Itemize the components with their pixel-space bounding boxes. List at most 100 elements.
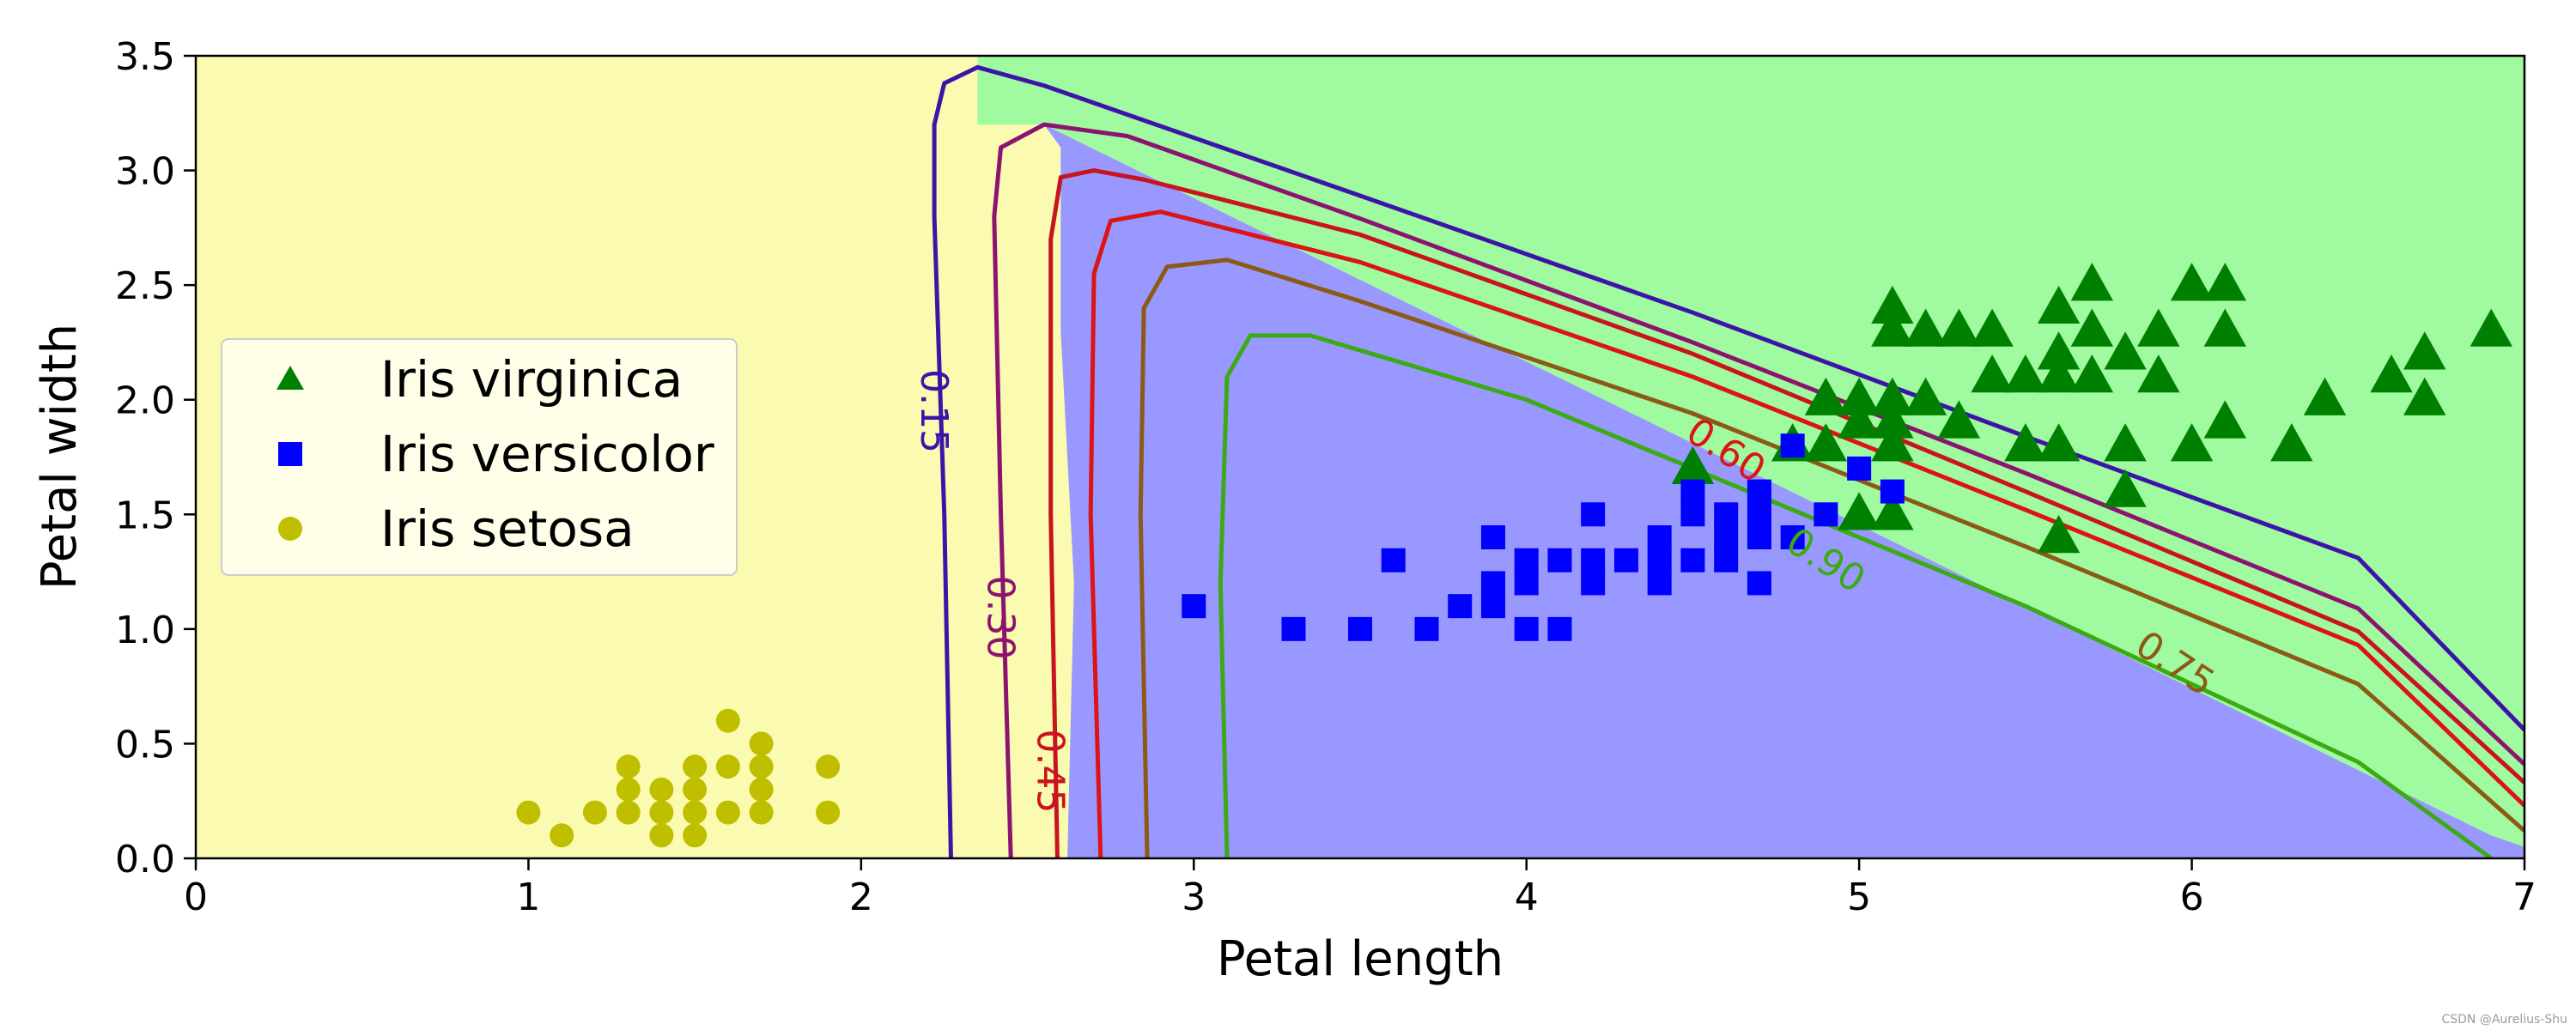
iris-versicolor-point — [1714, 502, 1739, 527]
y-tick-label: 2.0 — [115, 379, 175, 423]
iris-versicolor-point — [1514, 571, 1539, 596]
iris-virginica-point — [2004, 423, 2047, 462]
contour-line-0.90 — [1218, 333, 2493, 858]
iris-virginica-point — [2170, 423, 2214, 462]
y-tick-label: 3.0 — [115, 150, 175, 194]
probability-contours — [932, 64, 2524, 858]
iris-virginica-point — [2137, 308, 2180, 347]
iris-versicolor-point — [1480, 594, 1505, 619]
iris-setosa-point — [550, 823, 574, 848]
iris-virginica-point — [2203, 400, 2247, 439]
x-tick-label: 5 — [1847, 876, 1871, 919]
plot-frame — [194, 54, 2526, 860]
iris-virginica-point — [1671, 445, 1715, 485]
iris-virginica-point — [1838, 492, 1880, 530]
iris-versicolor-point — [1514, 548, 1539, 573]
contour-label-group: 0.15 — [912, 369, 956, 453]
iris-virginica-point — [1871, 285, 1914, 324]
iris-versicolor-point — [1547, 616, 1572, 641]
iris-virginica-point — [1871, 308, 1914, 347]
iris-versicolor-point — [1647, 548, 1672, 573]
iris-virginica-point — [2104, 469, 2147, 507]
iris-versicolor-point — [1847, 456, 1872, 481]
iris-virginica-point — [2403, 331, 2446, 370]
x-axis-title: Petal length — [1217, 931, 1504, 987]
x-tick-label: 1 — [516, 876, 540, 919]
iris-virginica-point — [1904, 377, 1947, 415]
iris-virginica-point — [1904, 308, 1947, 347]
iris-setosa-point — [516, 800, 541, 825]
legend-label: Iris virginica — [380, 350, 683, 409]
x-tick-label: 3 — [1182, 876, 1206, 919]
legend-label: Iris setosa — [380, 500, 635, 558]
iris-virginica-point — [1871, 400, 1914, 439]
iris-versicolor-point — [1514, 616, 1539, 641]
iris-virginica-point — [2037, 515, 2081, 554]
decision-regions — [196, 56, 2524, 858]
iris-setosa-point — [715, 800, 740, 825]
iris-versicolor-point — [1714, 548, 1739, 573]
iris-versicolor-point — [1547, 548, 1572, 573]
iris-virginica-point — [2104, 331, 2147, 370]
iris-versicolor-point — [1414, 616, 1439, 641]
iris-virginica-point — [2470, 308, 2512, 347]
iris-versicolor-point — [1448, 594, 1473, 619]
iris-virginica-point — [2070, 263, 2114, 301]
virginica-region — [977, 56, 2524, 847]
iris-virginica-point — [1871, 423, 1914, 462]
axes: 0 1 2 3 4 5 6 7 0.0 0.5 1.0 1.5 2.0 2.5 3.0 3.5 — [115, 35, 2537, 919]
iris-setosa-point — [816, 754, 841, 779]
iris-virginica-point — [2037, 285, 2081, 324]
iris-virginica-point — [2070, 354, 2114, 393]
iris-versicolor-point — [1747, 571, 1771, 596]
iris-setosa-point — [616, 777, 641, 802]
iris-versicolor-point — [1480, 571, 1505, 596]
iris-virginica-point — [1871, 377, 1914, 415]
iris-versicolor-point — [1647, 571, 1672, 596]
x-tick-label: 2 — [849, 876, 873, 919]
contour-label-0.45: 0.45 — [1029, 730, 1072, 814]
contour-label-group: 0.30 — [979, 576, 1023, 660]
iris-setosa-point — [715, 708, 740, 733]
iris-virginica-point — [1804, 377, 1848, 415]
contour-line-0.30 — [992, 122, 2524, 858]
iris-versicolor-point — [1747, 502, 1771, 527]
iris-virginica-point — [2270, 423, 2313, 462]
iris-setosa-point — [649, 800, 674, 825]
iris-virginica-point — [1937, 400, 1981, 439]
legend-label: Iris versicolor — [380, 425, 714, 483]
contour-label-group: 0.45 — [1029, 730, 1072, 814]
contour-line-0.60 — [1088, 209, 2524, 858]
iris-virginica-point — [2037, 354, 2081, 393]
data-points — [516, 263, 2512, 848]
iris-virginica-point — [2137, 354, 2180, 393]
x-tick-label: 4 — [1515, 876, 1539, 919]
iris-virginica-point — [2037, 331, 2081, 370]
iris-virginica-point — [2370, 354, 2413, 393]
iris-setosa-point — [683, 823, 708, 848]
contour-line-0.75 — [1138, 258, 2524, 858]
iris-versicolor-point — [1348, 616, 1372, 641]
iris-setosa-point — [683, 777, 708, 802]
iris-virginica-point — [1838, 377, 1880, 415]
iris-setosa-point — [582, 800, 607, 825]
iris-versicolor-point — [1880, 479, 1905, 504]
iris-versicolor-point — [1581, 502, 1606, 527]
iris-setosa-point — [616, 800, 641, 825]
iris-versicolor-point — [1613, 548, 1638, 573]
versicolor-region — [1043, 124, 2524, 858]
iris-setosa-point — [749, 777, 774, 802]
y-tick-label: 2.5 — [115, 264, 175, 308]
iris-versicolor-point — [1680, 502, 1705, 527]
iris-setosa-point — [816, 800, 841, 825]
iris-versicolor-point — [1182, 594, 1206, 619]
y-tick-label: 3.5 — [115, 35, 175, 79]
iris-versicolor-point — [1647, 525, 1672, 549]
y-axis-title: Petal width — [32, 324, 88, 590]
iris-setosa-point — [749, 731, 774, 756]
iris-setosa-point — [683, 800, 708, 825]
iris-versicolor-point — [1747, 525, 1771, 549]
plot-area — [196, 56, 2524, 858]
iris-virginica-point — [1804, 423, 1848, 462]
